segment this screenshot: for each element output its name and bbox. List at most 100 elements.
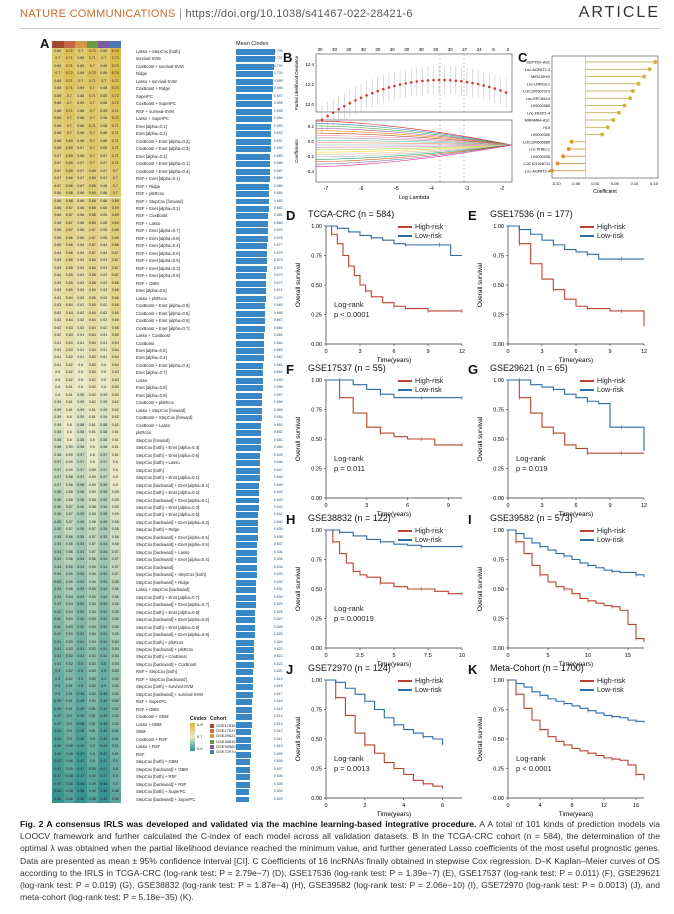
mean-cindex-bar <box>236 430 262 437</box>
km-plot: 1.00 0.75 0.50 0.25 0.00 Overall survival 0 3 6 9… <box>295 224 465 364</box>
heatmap-row: 0.5 0.52 0.5 0.52 0.5 0.53 RSF + StepCox [back… <box>52 675 283 684</box>
model-label: SuperPC <box>136 93 153 99</box>
heatmap-cell: 0.52 <box>98 623 110 632</box>
heatmap-cell: 0.52 <box>52 623 64 632</box>
model-label: RSF + Enet [alpha=0.3] <box>136 265 180 271</box>
heatmap-cell: 0.63 <box>86 369 98 377</box>
x-tick: 7.5 <box>424 653 432 659</box>
y-tick: 0.75 <box>493 254 504 260</box>
heatmap-cell: 0.64 <box>109 347 121 355</box>
heatmap-cell: 0.7 <box>63 115 75 123</box>
heatmap-cell: 0.69 <box>109 219 121 228</box>
gene-label: LINC00565 <box>531 104 550 108</box>
heatmap-cell: 0.63 <box>63 332 75 340</box>
heatmap-cell: 0.55 <box>109 623 121 632</box>
heatmap-cell: 0.46 <box>98 795 110 803</box>
heatmap-cell: 0.53 <box>86 646 98 654</box>
heatmap-row: 0.48 0.49 0.47 0.5 0.47 0.51 RSF 0.609 <box>52 750 283 759</box>
heatmap-cell: 0.56 <box>75 481 87 490</box>
km-plot: 1.00 0.75 0.50 0.25 0.00 Overall survival 0 3 6 9… <box>477 378 647 518</box>
mean-cindex-value: 0.632 <box>274 579 283 584</box>
df-tick: 30 <box>448 47 454 52</box>
mean-cindex-value: 0.672 <box>274 280 283 285</box>
heatmap-cell: 0.59 <box>52 414 64 422</box>
model-label: StepCox [both] + Enet [alpha=0.9] <box>136 624 200 630</box>
mean-cindex-value: 0.648 <box>274 460 283 465</box>
heatmap-cell: 0.51 <box>63 690 75 699</box>
model-label: StepCox [backward] + Enet [alpha=0.2] <box>136 482 209 488</box>
model-label: StepCox [both] + Enet [alpha=0.4] <box>136 445 200 451</box>
heatmap-cell: 0.69 <box>63 160 75 168</box>
deviance-point <box>359 96 363 100</box>
y-tick: 0.25 <box>493 467 504 473</box>
heatmap-cell: 0.69 <box>52 62 64 71</box>
km-legend: High-risk Low-risk <box>398 526 443 544</box>
heatmap-cell: 0.59 <box>86 474 98 482</box>
model-label: CoxBoost + Enet [alpha=0.9] <box>136 303 190 309</box>
heatmap-cell: 0.68 <box>98 122 110 131</box>
heatmap-cell: 0.48 <box>52 750 64 759</box>
heatmap-cell: 0.5 <box>52 668 64 676</box>
heatmap-row: 0.52 0.54 0.52 0.54 0.52 0.55 StepCox [backwar… <box>52 616 283 624</box>
heatmap-cell: 0.61 <box>52 354 64 362</box>
heatmap-cell: 0.55 <box>52 526 64 534</box>
heatmap-cell: 0.72 <box>109 115 121 123</box>
heatmap-cell: 0.51 <box>109 735 121 744</box>
legend-low: Low-risk <box>398 231 443 240</box>
coefficient-path <box>315 123 513 146</box>
heatmap-cell: 0.53 <box>109 668 121 676</box>
mean-cindex-bar <box>236 56 275 63</box>
heatmap-cell: 0.68 <box>109 234 121 243</box>
heatmap-cell: 0.54 <box>86 616 98 624</box>
model-label: RSF + StepCox [backward] <box>136 676 187 682</box>
heatmap-row: 0.55 0.56 0.55 0.57 0.55 0.58 StepCox [backwar… <box>52 533 283 542</box>
x-tick: 5 <box>546 653 549 659</box>
mean-cindex-bar <box>236 280 267 287</box>
heatmap-cell: 0.64 <box>98 257 110 265</box>
mean-cindex-bar <box>236 460 261 467</box>
heatmap-cell: 0.61 <box>98 354 110 362</box>
heatmap-cell: 0.68 <box>75 107 87 116</box>
coef-point <box>636 81 641 86</box>
cohort-color-cell <box>98 41 110 48</box>
heatmap-cell: 0.51 <box>52 638 64 646</box>
heatmap-cell: 0.53 <box>98 578 110 587</box>
model-label: StepCox [backward] + plsRcox <box>136 647 194 653</box>
km-legend: High-risk Low-risk <box>580 376 625 394</box>
x-tick: 0.00 <box>591 181 600 186</box>
heatmap-cell: 0.64 <box>63 302 75 310</box>
coefficient-path <box>315 132 513 146</box>
heatmap-row: 0.63 0.64 0.62 0.65 0.62 0.66 CoxBoost + Enet … <box>52 302 283 310</box>
heatmap-cell: 0.51 <box>52 646 64 654</box>
df-tick: 30 <box>390 47 396 52</box>
heatmap-cell: 0.68 <box>52 137 64 146</box>
heatmap-cell: 0.56 <box>86 578 98 587</box>
heatmap-row: 0.49 0.51 0.49 0.51 0.49 0.52 RSF + GBM 0.615 <box>52 705 283 714</box>
mean-cindex-value: 0.617 <box>274 691 283 696</box>
mean-cindex-value: 0.604 <box>274 789 283 794</box>
mean-cindex-bar <box>236 213 269 220</box>
x-tick: 6 <box>392 349 395 355</box>
y-tick: 0.50 <box>311 437 322 443</box>
heatmap-row: 0.49 0.5 0.49 0.51 0.49 0.52 CoxBoost + GBM 0.6… <box>52 713 283 721</box>
y-label: Overall survival <box>477 716 484 761</box>
heatmap-cell: 0.5 <box>109 758 121 766</box>
mean-cindex-value: 0.606 <box>274 774 283 779</box>
gene-label: Lnc-EPCAM-4 <box>526 97 550 101</box>
mean-cindex-value: 0.611 <box>274 736 283 741</box>
model-label: CoxBoost + Enet [alpha=0.5] <box>136 310 190 316</box>
heatmap-cell: 0.71 <box>63 77 75 86</box>
doi-link[interactable]: https://doi.org/10.1038/s41467-022-28421… <box>185 8 413 20</box>
cindex-heatmap: 0.69 0.72 0.7 0.72 0.69 0.74 Lasso + StepCox [… <box>52 48 283 803</box>
model-label: StepCox [both] + Ridge <box>136 527 180 533</box>
x-tick: 0.15 <box>650 181 659 186</box>
x-tick: 8 <box>570 803 573 809</box>
mean-cindex-value: 0.661 <box>274 362 283 367</box>
model-label: CoxBoost + Enet [alpha=0.4] <box>136 362 190 368</box>
mean-cindex-bar <box>236 205 269 212</box>
heatmap-cell: 0.65 <box>98 227 110 235</box>
heatmap-cell: 0.69 <box>75 100 87 108</box>
heatmap-cell: 0.57 <box>75 474 87 482</box>
model-label: StepCox [both] + Lasso <box>136 460 180 466</box>
mean-cindex-value: 0.680 <box>274 220 283 225</box>
